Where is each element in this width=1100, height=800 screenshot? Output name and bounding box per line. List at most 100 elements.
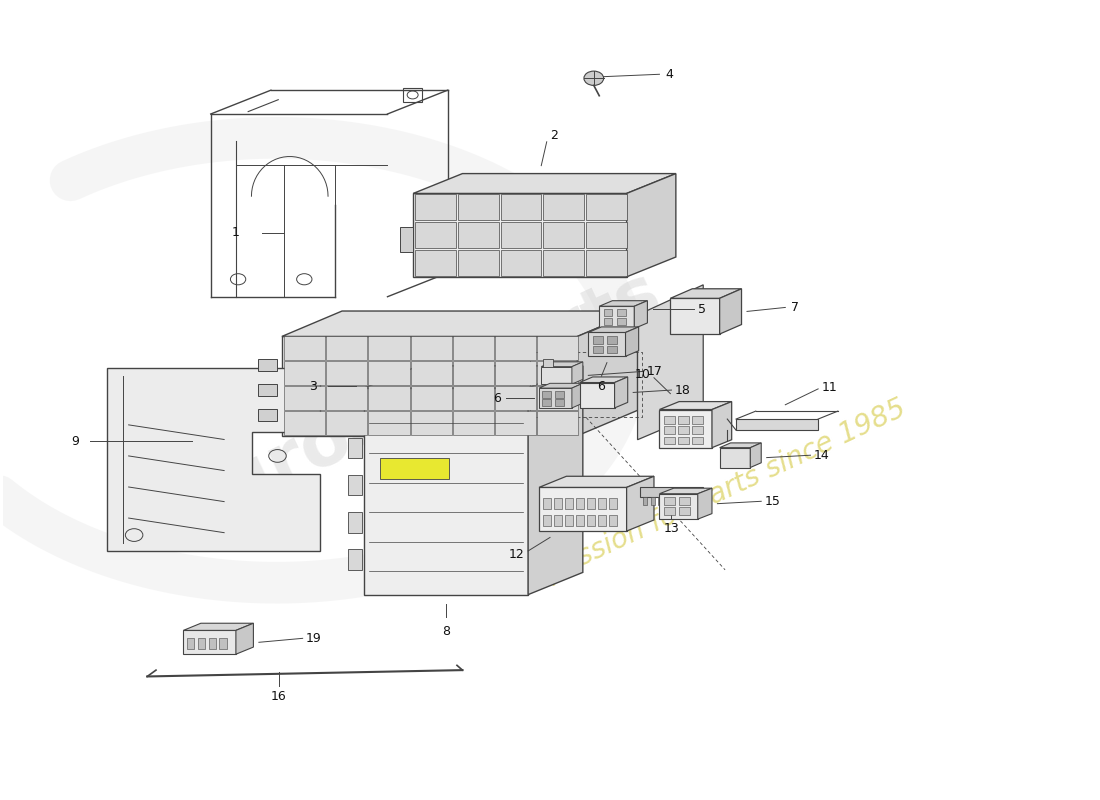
Polygon shape [572,383,583,408]
Bar [593,337,603,343]
Bar [678,437,689,445]
Bar [586,194,627,221]
Bar [565,515,573,526]
Bar [542,391,551,398]
Bar [576,498,584,509]
Bar [220,638,227,650]
Polygon shape [719,448,750,467]
Bar [543,515,551,526]
Bar [543,250,584,276]
Bar [593,346,603,353]
Bar [257,384,277,396]
Bar [410,362,452,386]
Bar [543,358,552,366]
Bar [617,318,626,325]
Bar [495,362,536,386]
Bar [348,512,362,533]
Text: 4: 4 [664,68,673,81]
Polygon shape [184,630,235,654]
Polygon shape [282,311,638,337]
Bar [607,337,617,343]
Text: 3: 3 [309,379,318,393]
Bar [284,362,326,386]
Polygon shape [107,368,320,551]
Bar [598,515,606,526]
Polygon shape [750,443,761,467]
Text: 6: 6 [493,391,500,405]
Bar [416,250,455,276]
Polygon shape [572,362,583,384]
Bar [663,437,674,445]
Polygon shape [659,488,712,494]
Bar [587,515,595,526]
Bar [187,638,195,650]
Text: a passion for parts since 1985: a passion for parts since 1985 [518,394,910,597]
Bar [500,194,541,221]
Bar [663,507,674,515]
Bar [543,498,551,509]
Bar [537,337,579,361]
Bar [554,515,562,526]
Polygon shape [539,487,627,531]
Polygon shape [659,494,697,519]
Polygon shape [578,311,638,436]
Bar [458,194,498,221]
Bar [678,426,689,434]
Text: 1: 1 [232,226,240,239]
Text: 5: 5 [697,303,706,316]
Bar [257,359,277,371]
Bar [644,497,648,505]
Bar [198,638,206,650]
Polygon shape [528,366,583,594]
Text: 7: 7 [791,301,799,314]
Text: 9: 9 [72,435,79,448]
Bar [368,337,409,361]
Bar [400,227,414,252]
Bar [554,498,562,509]
Polygon shape [414,174,675,194]
Bar [586,250,627,276]
Polygon shape [638,285,703,440]
Bar [640,487,703,497]
Bar [663,426,674,434]
Polygon shape [184,623,253,630]
Text: 17: 17 [647,365,662,378]
Polygon shape [539,476,654,487]
Bar [604,310,613,316]
Text: 10: 10 [635,368,651,381]
Text: 8: 8 [442,625,450,638]
Bar [368,386,409,410]
Bar [556,391,564,398]
Bar [586,222,627,248]
Bar [607,346,617,353]
Bar [284,337,326,361]
Bar [410,411,452,435]
Polygon shape [627,476,654,531]
Polygon shape [626,327,639,356]
Polygon shape [539,388,572,408]
Polygon shape [541,362,583,366]
Polygon shape [588,327,639,333]
Bar [663,497,674,505]
Bar [453,386,494,410]
Text: 14: 14 [814,449,829,462]
Bar [327,386,367,410]
Bar [663,416,674,424]
Bar [284,386,326,410]
Polygon shape [627,174,675,277]
Bar [348,438,362,458]
Polygon shape [600,306,635,329]
Polygon shape [539,383,583,388]
Polygon shape [659,402,732,410]
Bar [368,411,409,435]
Text: 13: 13 [663,522,680,535]
Bar [458,222,498,248]
Bar [500,222,541,248]
Polygon shape [580,382,615,408]
Text: 16: 16 [271,690,286,703]
Text: 19: 19 [306,632,321,645]
Circle shape [584,71,604,86]
Bar [609,498,617,509]
Bar [500,250,541,276]
Bar [576,515,584,526]
